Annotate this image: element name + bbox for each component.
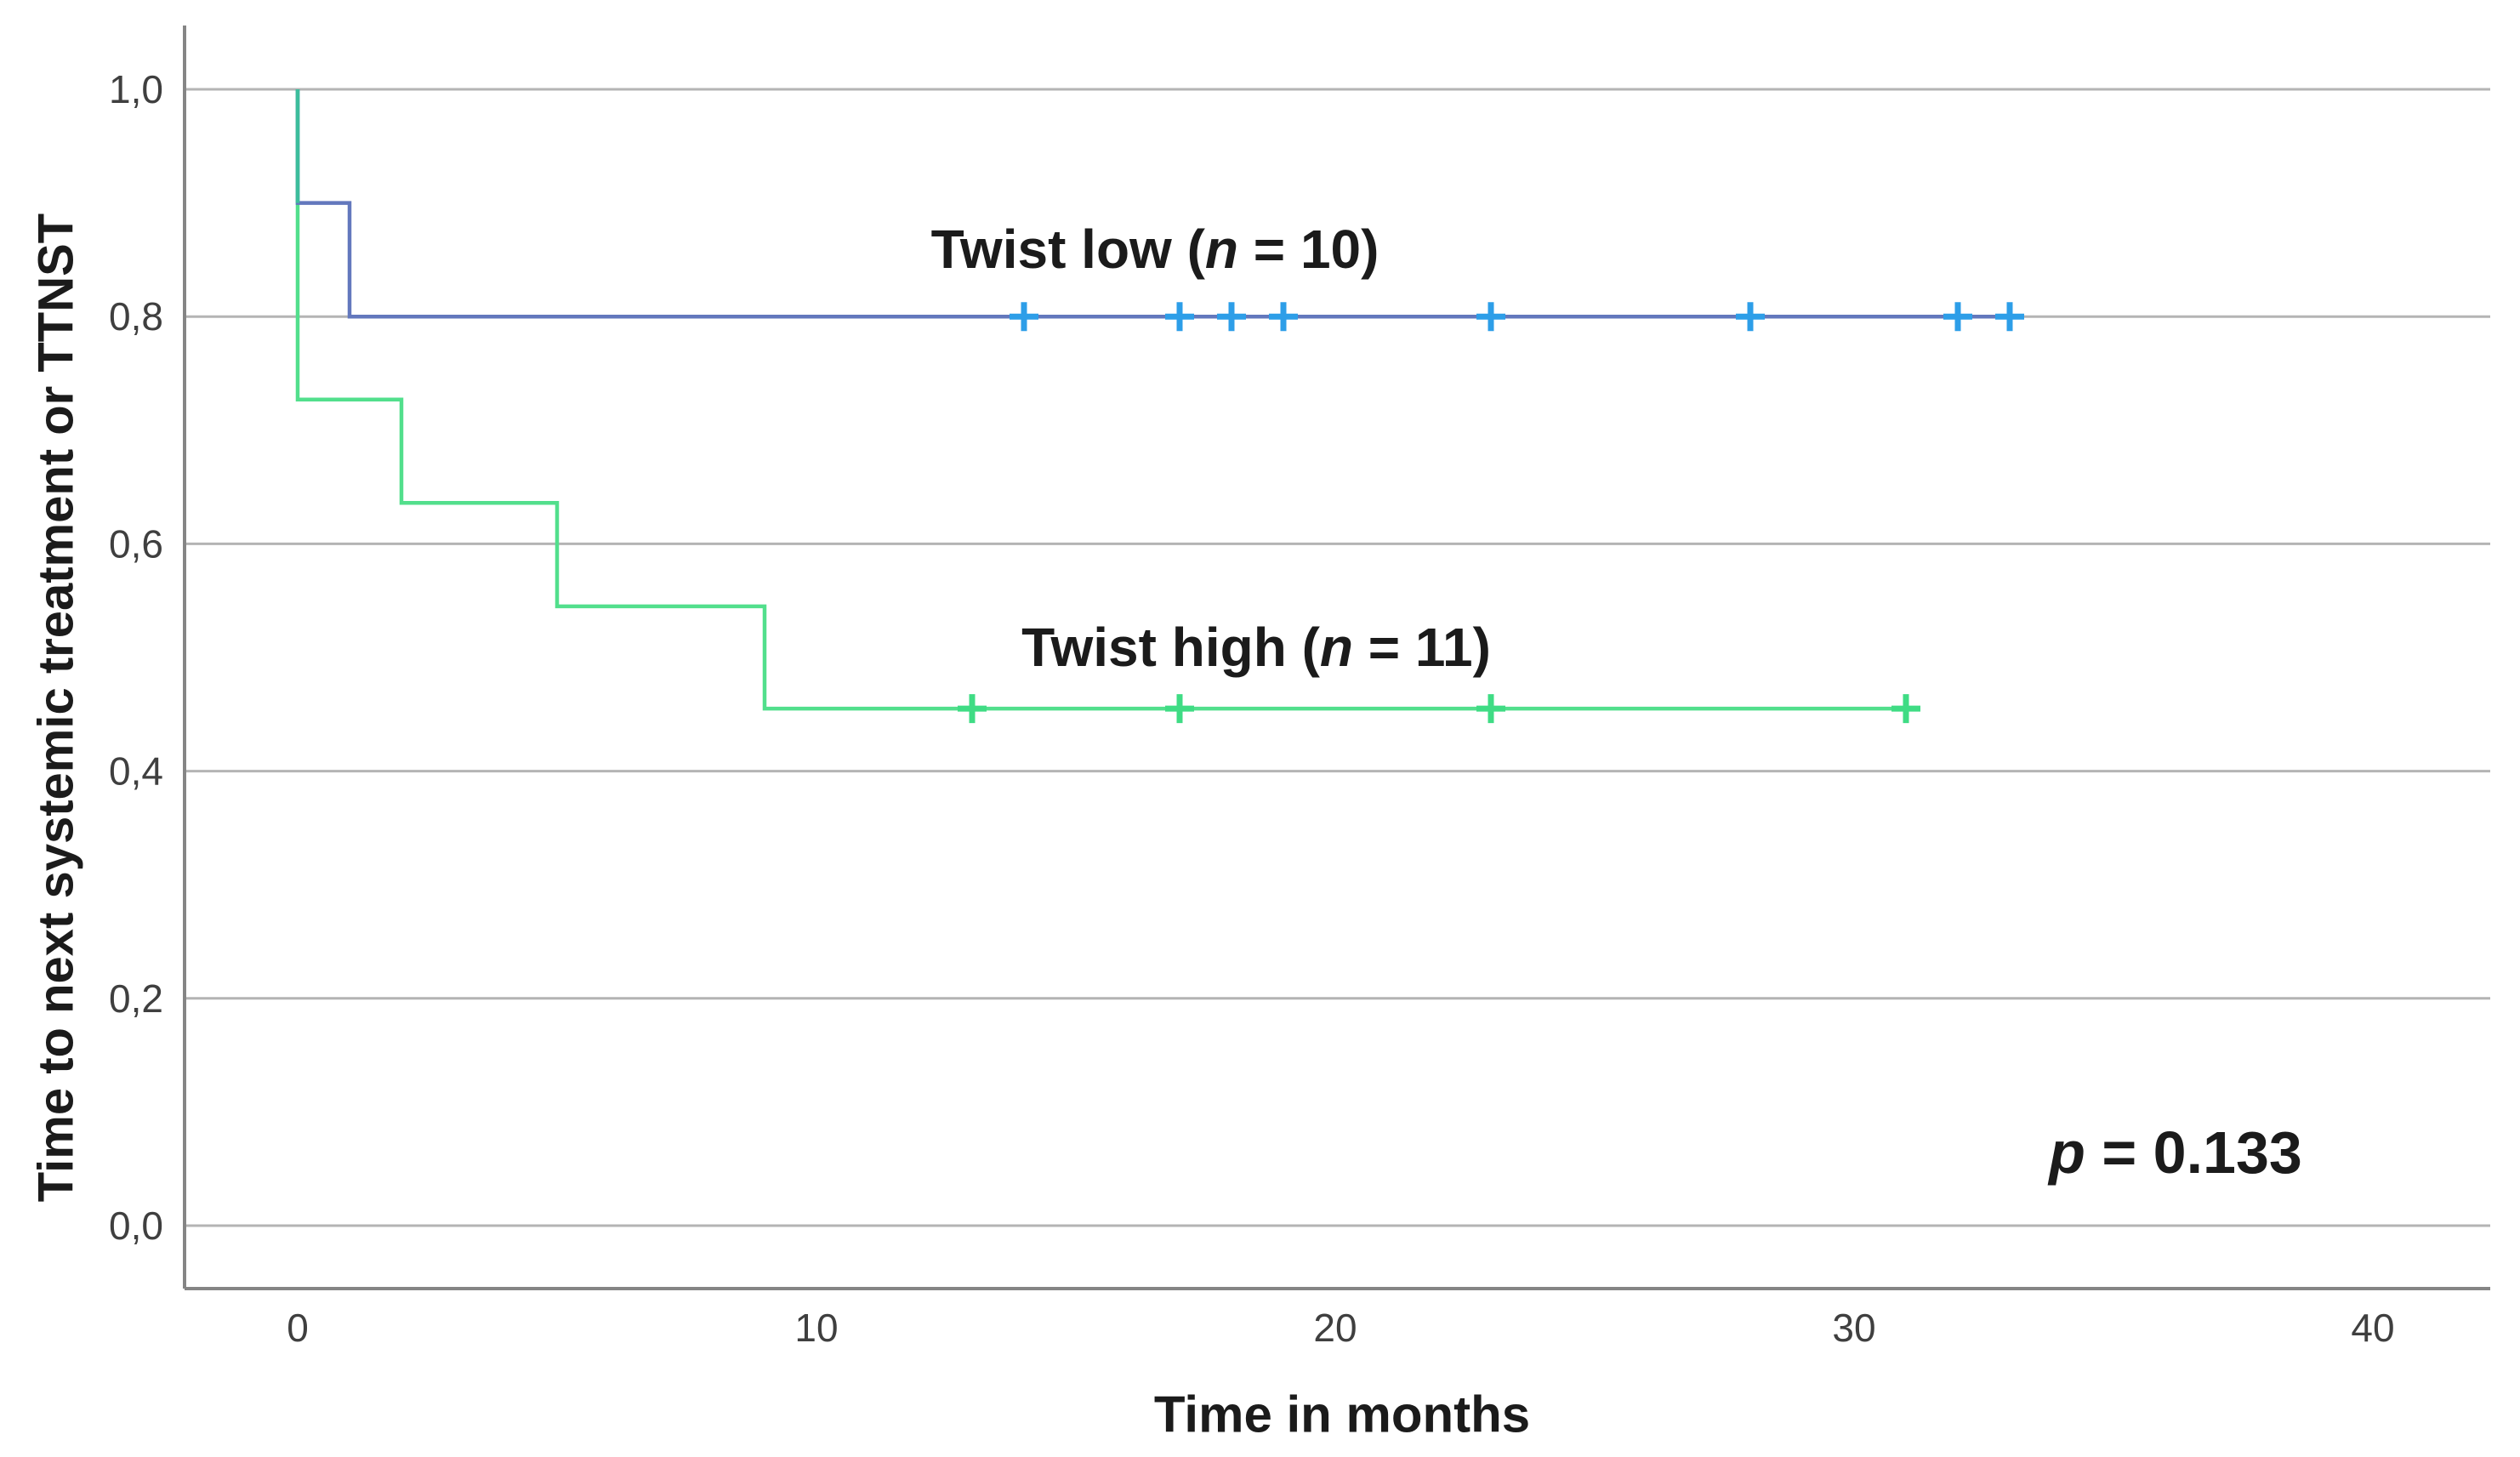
censor-mark-twist-low-19 [1269,302,1298,332]
censor-mark-twist-high-17 [1165,694,1194,724]
y-axis-title: Time to next systemic treatment or TTNST [28,213,84,1203]
x-tick-label-0: 0 [287,1306,309,1350]
series-label-twist-low-suffix: = 10) [1238,219,1379,280]
y-tick-label-0,0: 0,0 [109,1204,163,1248]
x-tick-label-20: 20 [1313,1306,1357,1350]
x-tick-label-10: 10 [794,1306,838,1350]
censor-mark-twist-high-13 [958,694,987,724]
p-value-symbol: p [2049,1119,2085,1186]
y-tick-label-0,2: 0,2 [109,976,163,1021]
series-label-twist-low-prefix: Twist low ( [930,219,1205,280]
series-label-twist-low: Twist low (n = 10) [931,218,1379,281]
axes-group [183,26,2490,1290]
censor-marks-group [958,302,2024,724]
censor-mark-twist-high-31 [1891,694,1920,724]
survival-curve-twist-low [295,89,2021,319]
x-axis-title: Time in months [1153,1386,1531,1443]
y-tick-label-1,0: 1,0 [109,67,163,111]
p-value-text: = 0.133 [2085,1119,2302,1186]
censor-mark-twist-low-28 [1736,302,1765,332]
x-tick-label-40: 40 [2351,1306,2394,1350]
censor-mark-twist-low-33 [1995,302,2024,332]
series-label-twist-high: Twist high (n = 11) [1021,616,1491,679]
survival-curves-group [295,89,2021,711]
censor-mark-twist-low-32 [1943,302,1972,332]
series-label-twist-high-suffix: = 11) [1352,617,1491,678]
series-label-twist-high-nvar: n [1319,617,1353,678]
censor-mark-twist-low-14 [1010,302,1038,332]
p-value-annotation: p = 0.133 [2049,1118,2302,1187]
censor-mark-twist-low-18 [1217,302,1246,332]
tick-labels-group: 0 10 20 30 40 1,0 0,8 0,6 0,4 0,2 0,0 [109,67,2395,1350]
y-tick-label-0,6: 0,6 [109,521,163,566]
censor-mark-twist-low-17 [1165,302,1194,332]
y-tick-label-0,8: 0,8 [109,294,163,339]
censor-mark-twist-high-23 [1476,694,1505,724]
survival-curve-twist-high [295,89,1917,711]
series-label-twist-high-prefix: Twist high ( [1021,617,1320,678]
y-tick-label-0,4: 0,4 [109,749,163,794]
censor-mark-twist-low-23 [1476,302,1505,332]
x-tick-label-30: 30 [1832,1306,1875,1350]
series-label-twist-low-nvar: n [1204,219,1238,280]
